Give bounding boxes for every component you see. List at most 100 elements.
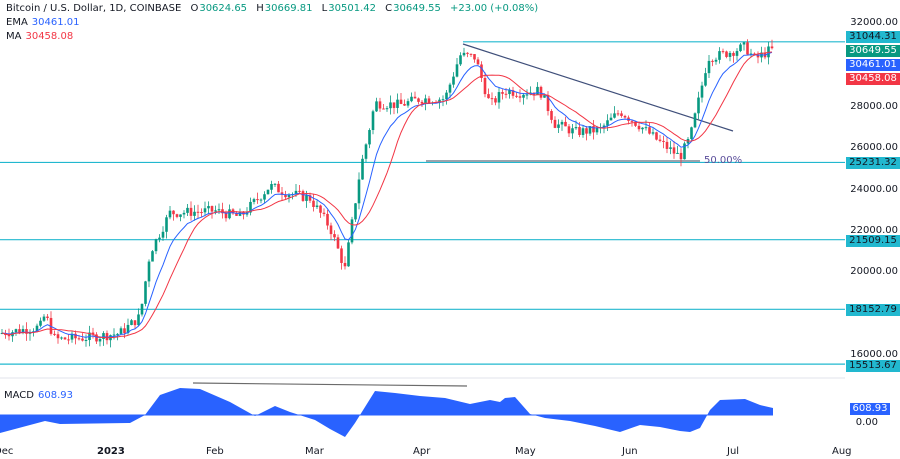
candle-body: [550, 111, 553, 120]
candle-body: [39, 320, 42, 326]
ma-row: MA 30458.08: [6, 30, 538, 44]
candle-body: [714, 59, 718, 62]
x-axis-label: Jun: [622, 446, 638, 457]
trendline[interactable]: [462, 43, 734, 132]
candle-body: [637, 125, 641, 130]
candle-body: [462, 52, 466, 56]
candle-body: [536, 86, 539, 95]
candle-body: [399, 99, 403, 104]
candle-body: [252, 199, 256, 202]
candle-body: [560, 121, 564, 125]
candle-body: [683, 143, 686, 160]
candle-body: [67, 339, 70, 341]
level-tag-21509: 21509.15: [846, 235, 900, 247]
candle-body: [711, 60, 714, 62]
price-axis-label: 32000.00: [850, 17, 898, 28]
candle-body: [84, 340, 88, 342]
ohlc-row: Bitcoin / U.S. Dollar, 1D, COINBASE O306…: [6, 2, 538, 16]
price-axis-label: 16000.00: [850, 349, 898, 360]
candle-body: [420, 101, 424, 104]
candle-body: [585, 128, 588, 134]
candle-body: [553, 119, 557, 128]
candle-body: [662, 140, 665, 142]
fib-level-label: 50.00%: [704, 155, 743, 166]
macd-label: MACD: [4, 390, 34, 401]
macd-divergence-line[interactable]: [192, 382, 468, 387]
candle-body: [557, 124, 560, 128]
x-axis-label: Mar: [305, 446, 324, 457]
ema-label: EMA: [6, 17, 28, 28]
candle-body: [333, 234, 336, 238]
candle-body: [756, 54, 760, 58]
candle-body: [74, 333, 77, 339]
candle-body: [25, 329, 28, 334]
price-axis-label: 22000.00: [850, 225, 898, 236]
candle-body: [392, 102, 396, 108]
candle-body: [543, 95, 546, 98]
candle-body: [172, 210, 175, 215]
candle-body: [228, 209, 231, 219]
level-tag-18152: 18152.79: [846, 304, 900, 316]
candle-body: [770, 46, 774, 49]
candle-body: [413, 96, 417, 99]
candle-body: [91, 332, 95, 335]
candle-body: [452, 76, 455, 85]
candle-body: [389, 102, 392, 109]
candle-body: [256, 199, 259, 201]
candle-body: [298, 190, 301, 192]
ema-line: [1, 51, 773, 339]
candle-body: [427, 98, 431, 104]
candle-body: [151, 251, 154, 262]
candle-body: [319, 205, 322, 213]
candle-body: [326, 213, 329, 226]
candle-body: [280, 192, 284, 195]
candle-body: [224, 213, 228, 219]
candle-body: [217, 209, 221, 211]
candle-body: [210, 206, 214, 212]
x-axis-label: Aug: [832, 446, 852, 457]
ma-value: 30458.08: [25, 31, 74, 42]
candle-body: [60, 337, 63, 339]
candle-body: [137, 314, 140, 326]
candle-body: [448, 84, 452, 93]
candle-body: [140, 303, 144, 315]
candle-body: [81, 338, 84, 341]
candle-body: [658, 139, 662, 141]
x-axis-label: Apr: [413, 446, 431, 457]
candle-body: [539, 86, 543, 98]
candle-body: [266, 189, 270, 195]
ema-row: EMA 30461.01: [6, 16, 538, 30]
candle-body: [343, 262, 347, 267]
candle-body: [571, 128, 574, 134]
candle-body: [602, 125, 606, 128]
low-label: L: [321, 3, 328, 14]
candle-body: [739, 44, 742, 52]
candle-body: [700, 85, 704, 98]
high-label: H: [256, 3, 264, 14]
candle-body: [595, 127, 599, 133]
candle-body: [665, 141, 669, 149]
candle-body: [270, 184, 273, 190]
candle-body: [746, 42, 749, 55]
candle-body: [350, 219, 354, 243]
candle-body: [46, 316, 49, 318]
symbol-label: Bitcoin / U.S. Dollar, 1D, COINBASE: [6, 3, 182, 14]
candle-body: [445, 92, 448, 100]
candle-body: [623, 115, 627, 118]
candle-body: [315, 205, 319, 207]
candle-body: [518, 96, 522, 98]
candle-body: [725, 51, 728, 57]
candle-body: [704, 73, 707, 86]
candle-body: [354, 203, 357, 220]
candle-body: [574, 127, 578, 129]
candle-body: [487, 94, 490, 99]
candle-body: [728, 52, 732, 57]
candle-body: [403, 103, 406, 106]
candle-body: [238, 212, 242, 216]
candle-body: [294, 190, 298, 195]
candle-body: [186, 207, 189, 213]
price-axis-label: 28000.00: [850, 101, 898, 112]
candle-body: [277, 183, 280, 193]
candle-body: [42, 316, 46, 321]
